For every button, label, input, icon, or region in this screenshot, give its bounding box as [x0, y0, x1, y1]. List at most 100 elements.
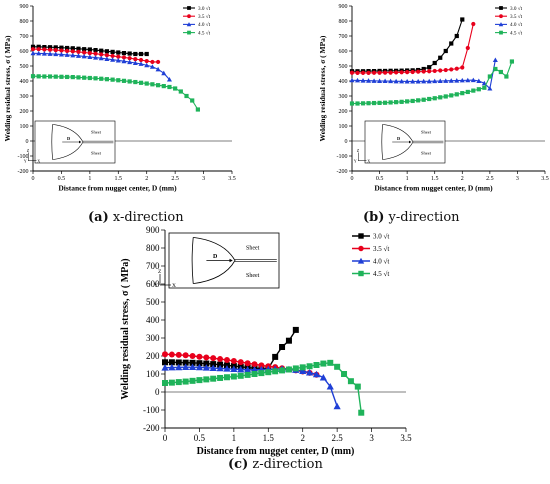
legend-label: 4.0 √t [198, 21, 211, 28]
axis-triad: Z X Y [154, 269, 176, 289]
data-point [99, 76, 104, 81]
y-tick-label: 800 [20, 19, 29, 25]
legend-marker [499, 30, 503, 35]
x-tick-label: 3 [516, 176, 519, 182]
data-point [42, 74, 47, 79]
data-point [421, 78, 427, 84]
data-point [377, 100, 382, 105]
data-point [210, 355, 217, 362]
data-point [382, 70, 388, 75]
legend: 3.0 √t3.5 √t4.0 √t4.5 √t [183, 5, 211, 36]
x-tick-label: 0 [163, 433, 168, 443]
data-point [438, 95, 443, 100]
data-point [237, 372, 244, 379]
data-point [93, 55, 99, 60]
data-point [42, 45, 47, 50]
data-point [182, 352, 189, 359]
data-point [306, 368, 314, 376]
data-point [138, 51, 144, 57]
data-point [36, 44, 41, 49]
d-arrowhead [409, 140, 412, 144]
data-point [182, 363, 190, 371]
data-point [426, 78, 432, 84]
data-point [250, 366, 259, 373]
data-point [133, 57, 138, 62]
x-axis-title: Distance from nugget center, D (mm) [197, 446, 355, 457]
data-point [487, 74, 492, 79]
data-point [150, 82, 155, 87]
y-tick-label: -200 [337, 169, 348, 175]
data-point [326, 383, 334, 390]
legend-marker [499, 6, 503, 10]
data-point [449, 67, 454, 72]
legend-label: 3.5 √t [510, 13, 523, 20]
data-point [449, 41, 454, 46]
data-point [279, 344, 286, 350]
data-point [53, 48, 58, 53]
data-point [355, 70, 360, 75]
triad-y-label: Y [154, 283, 158, 289]
data-point [30, 74, 36, 79]
data-point [482, 85, 487, 90]
data-point [203, 360, 210, 367]
data-point [443, 48, 448, 54]
y-tick-label: 900 [20, 4, 29, 10]
triad-x-label: X [172, 283, 176, 289]
nugget-outline [52, 124, 84, 160]
legend-item: 4.5 √t [352, 270, 389, 278]
data-point [30, 47, 36, 52]
data-point [110, 53, 115, 59]
y-tick-label: 300 [339, 94, 348, 100]
y-tick-label: 200 [339, 109, 348, 115]
data-point [410, 69, 415, 75]
data-point [399, 70, 404, 75]
data-point [349, 101, 355, 106]
data-point [471, 88, 476, 93]
data-point [487, 85, 493, 91]
y-tick-label: 500 [146, 297, 160, 307]
legend-item: 3.0 √t [183, 5, 211, 12]
data-point [416, 69, 421, 74]
data-point [354, 383, 361, 390]
x-tick-label: 1 [88, 176, 91, 182]
data-point [366, 78, 372, 83]
y-tick-label: 500 [20, 64, 29, 70]
data-point [127, 79, 132, 84]
x-tick-label: 3 [202, 176, 205, 182]
series-3 [349, 59, 515, 106]
data-point [189, 377, 196, 384]
data-point [416, 98, 421, 103]
legend-item: 3.5 √t [495, 13, 523, 20]
y-tick-label: 100 [339, 124, 348, 130]
data-point [443, 78, 449, 83]
data-point [30, 50, 36, 56]
data-point [178, 89, 183, 94]
data-point [70, 46, 75, 51]
x-tick-label: 1 [232, 433, 237, 443]
data-point [471, 21, 476, 27]
data-point [393, 78, 399, 84]
legend-label: 4.5 √t [198, 29, 211, 36]
data-point [64, 52, 70, 57]
data-point [465, 45, 470, 51]
nugget-edge [191, 237, 194, 284]
data-point [312, 370, 321, 378]
x-tick-label: 1 [406, 176, 409, 182]
data-point [355, 101, 360, 106]
data-point [382, 100, 388, 105]
x-tick-label: 2 [145, 176, 148, 182]
caption-a-text: x-direction [108, 210, 184, 225]
data-point [175, 351, 182, 358]
legend-marker [187, 6, 191, 10]
data-point [182, 378, 189, 385]
data-point [155, 59, 161, 65]
data-point [110, 57, 116, 62]
data-point [354, 77, 361, 83]
data-point [299, 367, 307, 374]
data-point [132, 60, 138, 66]
legend-item: 3.5 √t [352, 245, 389, 253]
data-point [299, 364, 306, 371]
data-point [432, 78, 438, 84]
data-point [196, 360, 203, 367]
